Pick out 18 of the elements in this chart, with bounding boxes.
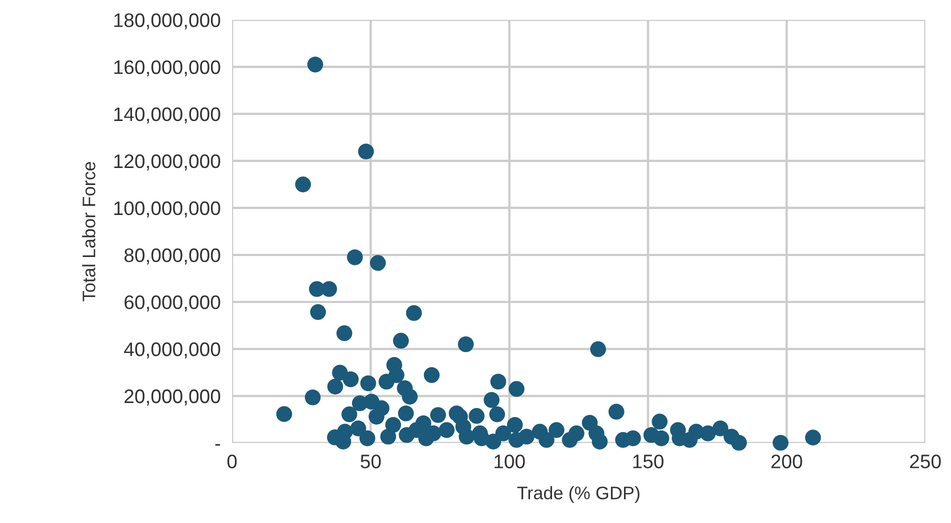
y-tick-label: 120,000,000 [114, 154, 220, 170]
y-tick-label: 180,000,000 [114, 13, 220, 30]
x-tick-label: 200 [771, 454, 802, 468]
x-tick-label: 150 [633, 454, 664, 468]
y-tick-label: 140,000,000 [114, 107, 220, 124]
y-tick-label: 80,000,000 [124, 248, 220, 264]
y-tick-label: - [215, 444, 220, 446]
y-tick-label: 100,000,000 [114, 201, 220, 218]
y-tick-label: 40,000,000 [124, 342, 220, 358]
y-axis-title: Total Labor Force [82, 162, 96, 302]
y-tick-label: 60,000,000 [124, 295, 220, 312]
x-tick-label: 0 [227, 454, 237, 468]
x-tick-label: 250 [910, 454, 941, 468]
x-tick-label: 100 [494, 454, 525, 468]
y-tick-label: 160,000,000 [114, 60, 220, 76]
x-axis-title: Trade (% GDP) [517, 486, 640, 503]
x-tick-label: 50 [360, 454, 381, 468]
y-tick-label: 20,000,000 [124, 389, 220, 406]
